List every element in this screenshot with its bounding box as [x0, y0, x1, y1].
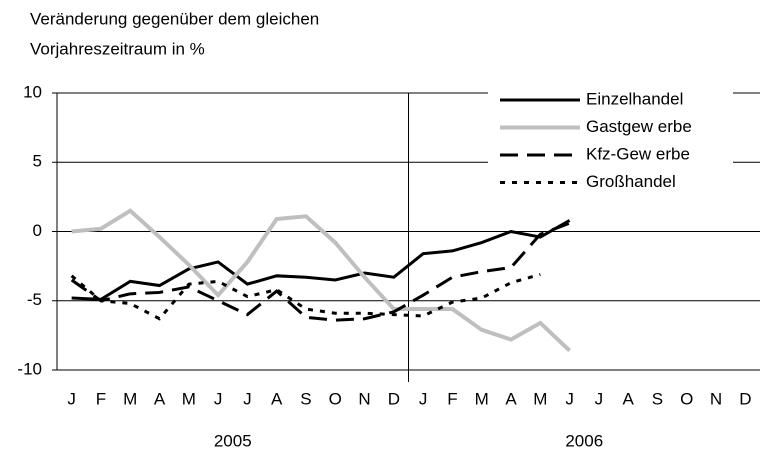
year-label: 2006 [565, 431, 603, 450]
x-tick-label: J [67, 389, 76, 408]
legend-label: Gastgew erbe [586, 117, 692, 136]
x-tick-label: J [419, 389, 428, 408]
y-axis-label: Veränderung gegenüber dem gleichen [30, 9, 319, 28]
legend-box [488, 84, 733, 200]
x-tick-label: N [358, 389, 370, 408]
x-tick-label: A [271, 389, 283, 408]
series-line [70, 272, 541, 321]
x-tick-label: O [329, 389, 342, 408]
x-tick-label: A [154, 389, 166, 408]
x-tick-label: A [505, 389, 517, 408]
y-tick-label: 0 [33, 221, 42, 240]
series-line [70, 221, 571, 322]
y-tick-label: -5 [27, 290, 42, 309]
series-line [71, 208, 571, 353]
x-tick-label: J [214, 389, 223, 408]
x-tick-label: M [182, 389, 196, 408]
x-tick-label: J [595, 389, 604, 408]
year-label: 2005 [214, 431, 252, 450]
x-tick-label: N [710, 389, 722, 408]
x-tick-label: J [243, 389, 252, 408]
x-tick-label: F [447, 389, 457, 408]
series-line [71, 219, 571, 301]
y-tick-label: 10 [23, 82, 42, 101]
x-tick-label: O [680, 389, 693, 408]
legend-label: Großhandel [586, 172, 676, 191]
y-tick-label: 5 [33, 152, 42, 171]
x-tick-label: M [475, 389, 489, 408]
x-tick-label: M [123, 389, 137, 408]
x-tick-label: M [533, 389, 547, 408]
x-tick-label: D [388, 389, 400, 408]
x-tick-label: D [739, 389, 751, 408]
legend-label: Einzelhandel [586, 89, 683, 108]
y-tick-label: -10 [17, 359, 42, 378]
x-tick-label: A [623, 389, 635, 408]
legend-label: Kfz-Gew erbe [586, 144, 690, 163]
y-axis-label: Vorjahreszeitraum in % [30, 39, 205, 58]
x-tick-label: S [652, 389, 663, 408]
x-tick-label: S [300, 389, 311, 408]
x-tick-label: F [96, 389, 106, 408]
x-tick-label: J [565, 389, 574, 408]
